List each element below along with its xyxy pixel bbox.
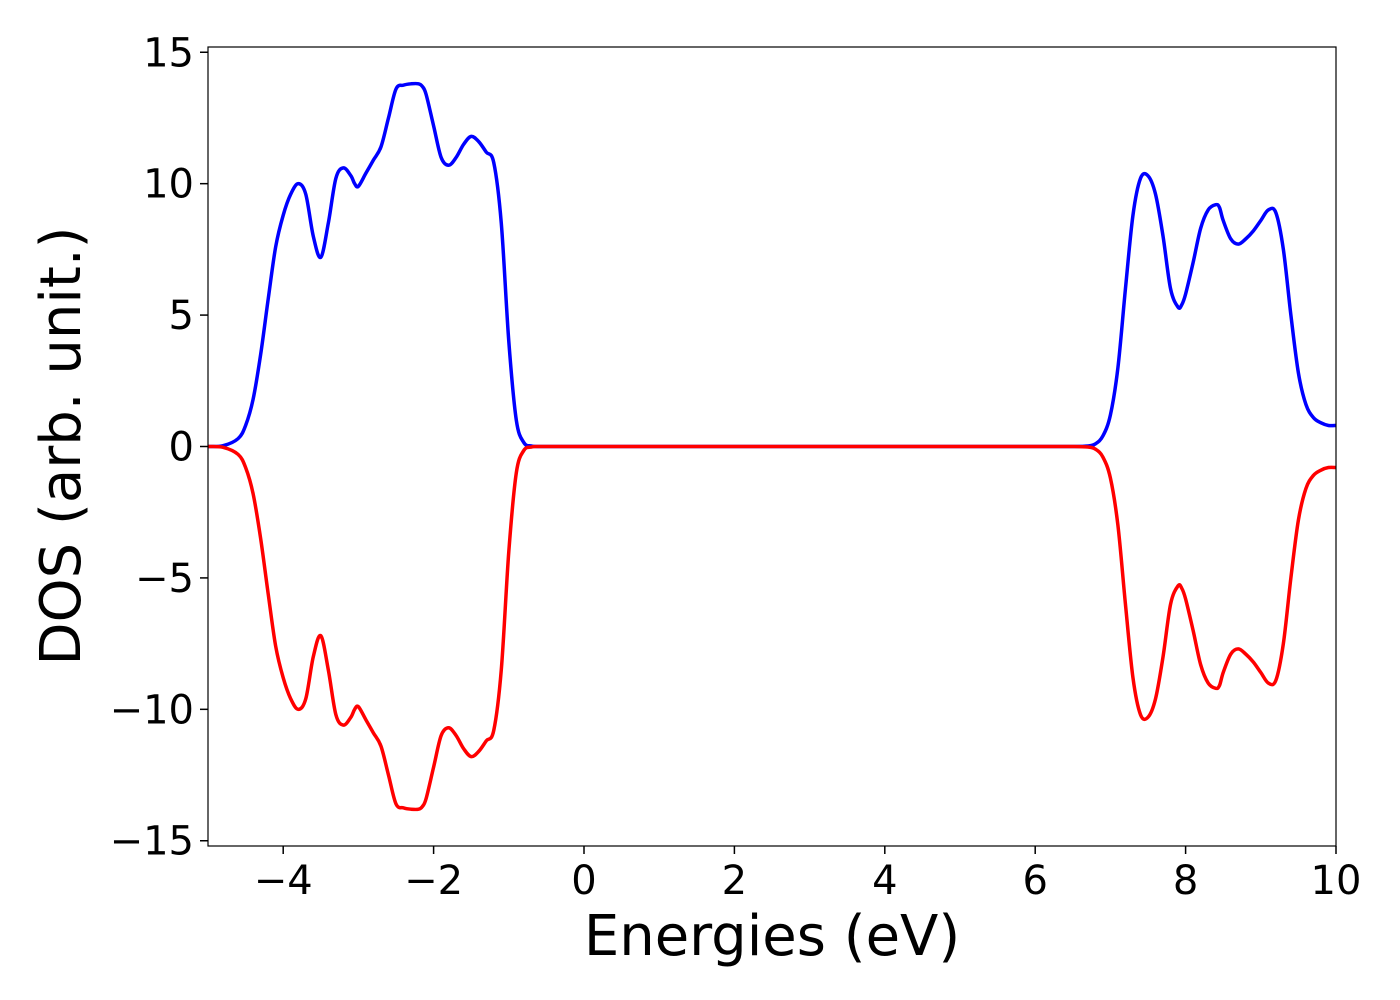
y-tick-label: −15 <box>110 819 194 865</box>
x-tick-label: 6 <box>1022 858 1047 904</box>
series-line-0 <box>208 81 1336 449</box>
y-tick-label: −5 <box>135 556 194 602</box>
x-tick-label: 0 <box>571 858 596 904</box>
series-layer <box>208 81 1336 812</box>
x-axis-label: Energies (eV) <box>584 904 960 969</box>
x-tick-label: 8 <box>1173 858 1198 904</box>
y-axis: −15 −10 −5 0 5 10 15 <box>110 30 208 865</box>
y-tick-label: 10 <box>143 162 194 208</box>
x-tick-label: −2 <box>404 858 463 904</box>
x-tick-label: 2 <box>722 858 747 904</box>
y-axis-label: DOS (arb. unit.) <box>29 226 94 665</box>
y-tick-label: 0 <box>169 425 194 471</box>
plot-area <box>207 46 1337 847</box>
x-tick-label: 4 <box>872 858 897 904</box>
y-tick-label: 15 <box>143 30 194 76</box>
y-tick-label: 5 <box>169 293 194 339</box>
series-line-1 <box>208 444 1336 812</box>
y-tick-label: −10 <box>110 687 194 733</box>
x-tick-label: 10 <box>1311 858 1362 904</box>
x-tick-label: −4 <box>254 858 313 904</box>
x-axis: −4 −2 0 2 4 6 8 10 <box>254 846 1362 904</box>
